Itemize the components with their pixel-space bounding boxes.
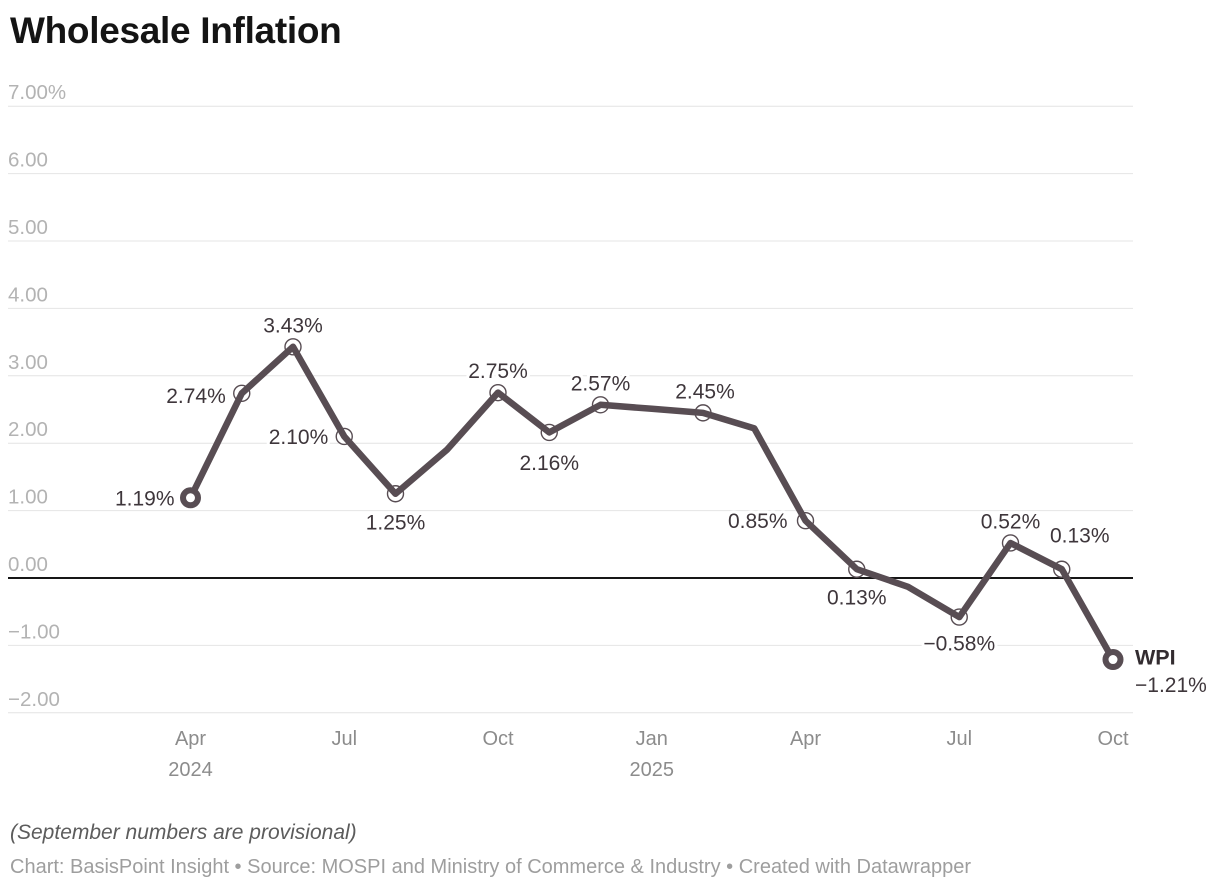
data-point-label: 1.25% [366, 511, 426, 534]
x-tick-label: Jul [331, 728, 357, 750]
y-tick-label: 3.00 [8, 351, 48, 374]
data-point-label: 0.13% [827, 587, 887, 610]
chart-byline-source: Chart: BasisPoint Insight • Source: MOSP… [10, 856, 972, 878]
x-tick-label: Oct [482, 728, 514, 750]
wpi-line [187, 343, 1117, 663]
series-endpoint-marker [180, 487, 201, 509]
data-point-label: 2.57% [571, 372, 631, 395]
data-point-label: 2.45% [675, 380, 735, 403]
y-tick-label: −2.00 [8, 688, 60, 711]
series-end-value: −1.21% [1135, 674, 1207, 697]
data-point-label: 2.74% [166, 385, 226, 408]
y-tick-label: 6.00 [8, 149, 48, 172]
y-tick-label: 7.00% [8, 85, 66, 104]
x-tick-label: Apr [790, 728, 821, 750]
x-tick-label: Apr [175, 728, 206, 750]
wpi-line-chart: 7.00% 6.00 5.00 4.00 3.00 2.00 1.00 0.00 −1.00 −2… [8, 85, 1207, 781]
data-point-label: 2.16% [519, 452, 579, 475]
y-tick-label: 2.00 [8, 418, 48, 441]
y-tick-label: 0.00 [8, 553, 48, 576]
data-point-label: 2.10% [269, 426, 329, 449]
data-point-label: 0.13% [1050, 525, 1110, 548]
y-tick-label: 4.00 [8, 283, 48, 306]
data-point-label: −0.58% [923, 633, 995, 656]
data-point-label: 3.43% [263, 314, 323, 337]
data-point-label: 0.85% [728, 510, 788, 533]
series-end-label: WPI [1135, 646, 1176, 670]
data-point-label: 1.19% [115, 487, 175, 510]
x-tick-year-label: 2024 [168, 759, 213, 781]
data-point-label: 2.75% [468, 360, 528, 383]
y-tick-label: −1.00 [8, 620, 60, 643]
chart-title: Wholesale Inflation [10, 10, 342, 51]
y-tick-label: 5.00 [8, 216, 48, 239]
x-tick-year-label: 2025 [630, 759, 675, 781]
x-tick-label: Jan [636, 728, 668, 750]
data-point-label: 0.52% [981, 510, 1041, 533]
x-tick-label: Oct [1097, 728, 1129, 750]
y-tick-label: 1.00 [8, 486, 48, 509]
x-tick-label: Jul [946, 728, 972, 750]
chart-footnote: (September numbers are provisional) [10, 821, 357, 844]
series-endpoint-marker [1102, 649, 1124, 671]
